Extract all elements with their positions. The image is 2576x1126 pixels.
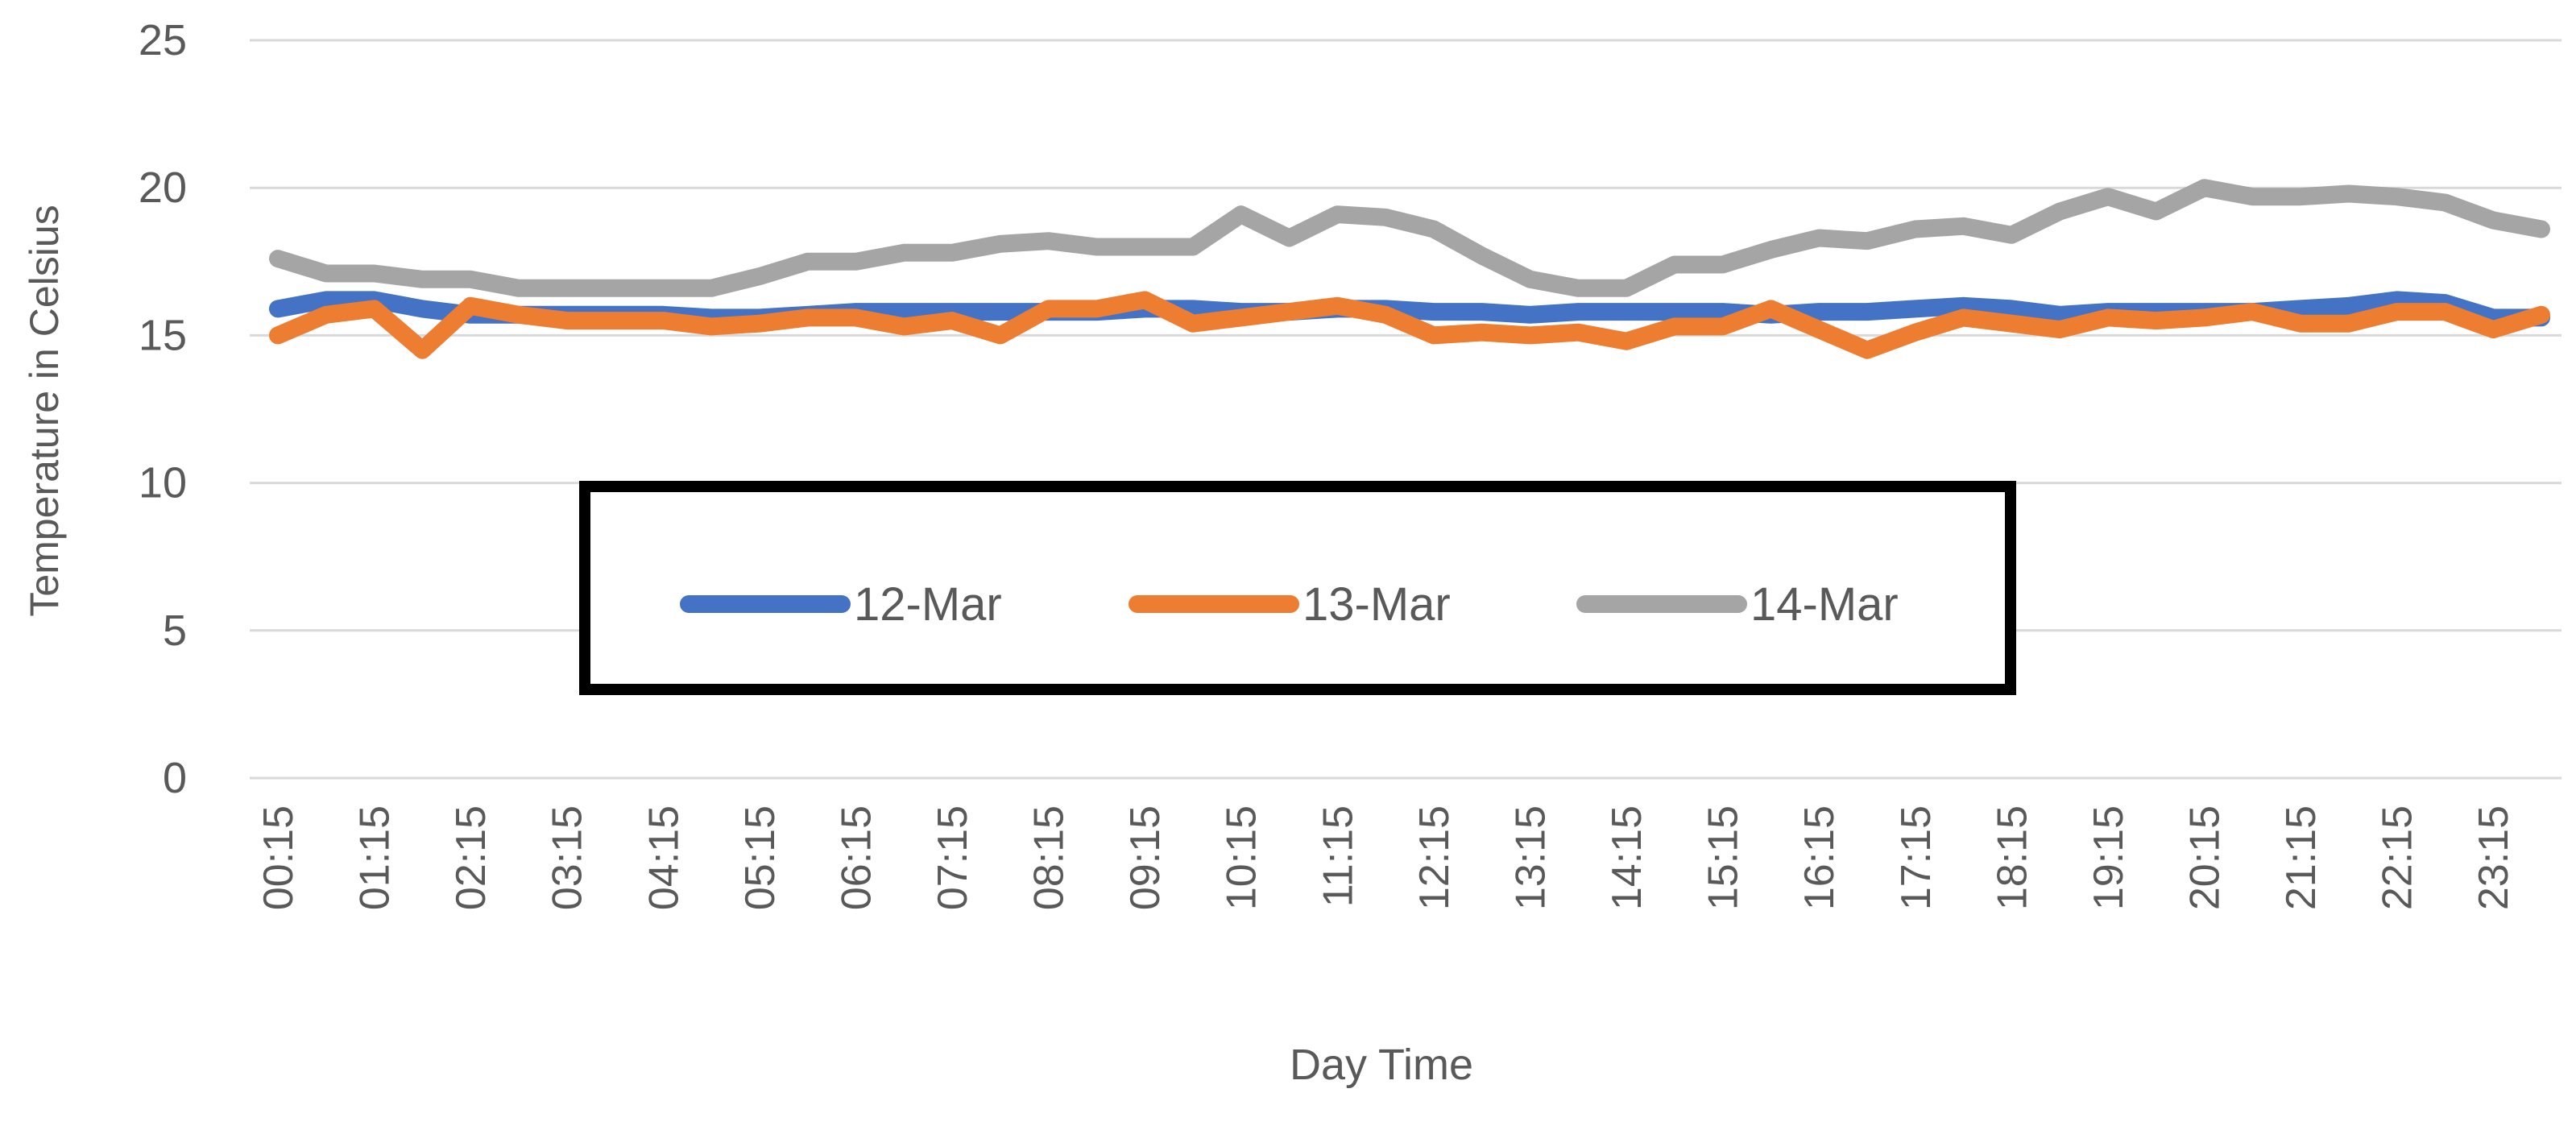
x-axis-label: Day Time [1290,1041,1473,1089]
x-tick-label: 06:15 [833,805,880,910]
x-tick-label: 14:15 [1604,805,1650,910]
x-tick-label: 17:15 [1893,805,1940,910]
x-tick-label: 23:15 [2470,805,2517,910]
x-tick-label: 21:15 [2278,805,2325,910]
y-axis-ticks: 0 5 10 15 20 25 [139,16,187,802]
y-tick-label: 5 [163,606,187,655]
x-tick-label: 04:15 [640,805,687,910]
x-tick-label: 16:15 [1796,805,1843,910]
x-tick-label: 20:15 [2181,805,2228,910]
legend-label: 13-Mar [1302,578,1451,631]
x-tick-label: 09:15 [1122,805,1169,910]
x-tick-label: 05:15 [737,805,784,910]
y-tick-label: 10 [139,459,187,507]
y-axis-label: Temperature in Celsius [22,205,67,616]
x-tick-label: 08:15 [1026,805,1073,910]
legend-label: 14-Mar [1750,578,1899,631]
x-tick-label: 03:15 [545,805,591,910]
series-line-13-Mar [269,291,2550,359]
x-axis-ticks: 00:15 01:15 02:15 03:15 04:15 05:15 06:15 07:15… [255,805,2517,910]
legend-label: 12-Mar [854,578,1002,631]
legend-items: 12-Mar 13-Mar 14-Mar [680,578,1899,631]
x-tick-label: 01:15 [352,805,399,910]
series-line-14-Mar [269,179,2550,297]
x-tick-label: 18:15 [1989,805,2036,910]
x-tick-label: 12:15 [1411,805,1458,910]
legend-box [579,481,2016,695]
x-tick-label: 11:15 [1315,805,1361,907]
y-tick-label: 15 [139,311,187,359]
x-tick-label: 13:15 [1507,805,1554,910]
series-lines [269,179,2550,359]
x-tick-label: 02:15 [448,805,495,910]
x-tick-label: 07:15 [930,805,976,910]
x-tick-label: 00:15 [255,805,302,910]
x-tick-label: 19:15 [2085,805,2132,910]
y-tick-label: 25 [139,16,187,64]
y-tick-label: 20 [139,164,187,212]
x-tick-label: 22:15 [2375,805,2421,910]
legend: 12-Mar 13-Mar 14-Mar [579,481,2016,695]
y-tick-label: 0 [163,754,187,802]
x-tick-label: 10:15 [1219,805,1265,910]
x-tick-label: 15:15 [1700,805,1747,910]
